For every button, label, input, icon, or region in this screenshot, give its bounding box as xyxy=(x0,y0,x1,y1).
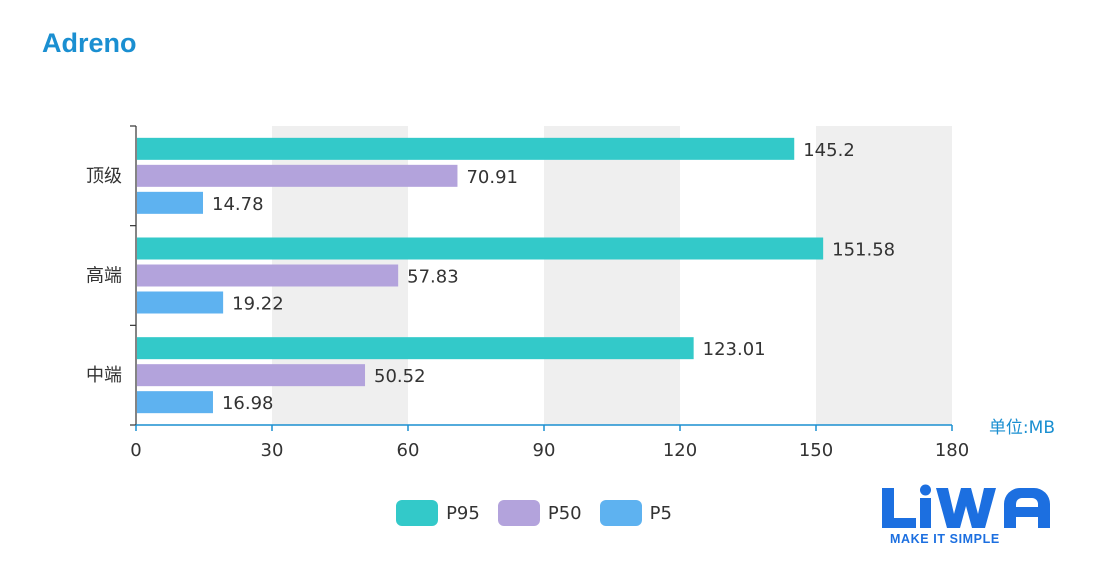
legend-swatch-p95 xyxy=(396,500,439,526)
category-label: 顶级 xyxy=(86,166,122,187)
page-title: Adreno xyxy=(42,28,137,58)
legend-label-p5: P5 xyxy=(649,502,672,524)
bar-p95[interactable] xyxy=(137,237,824,260)
unit-label: 单位:MB xyxy=(989,418,1055,438)
x-tick-label: 90 xyxy=(533,440,556,461)
bar-p5[interactable] xyxy=(137,391,213,414)
split-band xyxy=(544,126,680,425)
legend-swatch-p50 xyxy=(497,500,540,526)
legend-swatch-p5 xyxy=(599,500,642,526)
bar-value-label: 57.83 xyxy=(407,267,459,288)
legend: P95 P50 P5 xyxy=(0,500,1098,526)
x-tick-label: 120 xyxy=(663,440,697,461)
x-tick-label: 0 xyxy=(130,440,141,461)
bar-p50[interactable] xyxy=(137,164,458,187)
bar-p5[interactable] xyxy=(137,191,204,214)
category-label: 中端 xyxy=(86,365,122,386)
logo-tagline: MAKE IT SIMPLE xyxy=(890,532,1000,546)
x-tick-label: 60 xyxy=(397,440,420,461)
bar-value-label: 151.58 xyxy=(832,240,895,261)
x-tick-label: 180 xyxy=(935,440,969,461)
x-tick-label: 30 xyxy=(261,440,284,461)
bar-value-label: 14.78 xyxy=(212,194,264,215)
split-band xyxy=(816,126,952,425)
legend-item-p50[interactable]: P50 xyxy=(497,500,582,526)
legend-item-p5[interactable]: P5 xyxy=(599,500,672,526)
bar-value-label: 70.91 xyxy=(466,167,518,188)
bar-value-label: 16.98 xyxy=(222,393,274,414)
bar-p95[interactable] xyxy=(137,137,795,160)
bar-p95[interactable] xyxy=(137,337,694,360)
legend-item-p95[interactable]: P95 xyxy=(396,500,480,526)
bar-p50[interactable] xyxy=(137,264,399,287)
legend-label-p50: P50 xyxy=(547,502,582,524)
data-labels: 145.2 70.91 14.78 151.58 57.83 19.22 123.01 50.… xyxy=(212,140,895,414)
bar-p5[interactable] xyxy=(137,291,224,314)
category-label: 高端 xyxy=(86,266,122,287)
legend-label-p95: P95 xyxy=(446,502,480,524)
liwa-logo: MAKE IT SIMPLE xyxy=(880,484,1060,550)
bar-value-label: 50.52 xyxy=(374,366,426,387)
bar-value-label: 123.01 xyxy=(703,339,766,360)
liwa-logo-icon xyxy=(882,484,1050,528)
bar-value-label: 145.2 xyxy=(803,140,855,161)
bar-value-label: 19.22 xyxy=(232,294,284,315)
bar-series xyxy=(137,137,824,414)
x-axis: 0 30 60 90 120 150 180 xyxy=(130,424,969,461)
bar-p50[interactable] xyxy=(137,364,366,387)
x-tick-label: 150 xyxy=(799,440,833,461)
